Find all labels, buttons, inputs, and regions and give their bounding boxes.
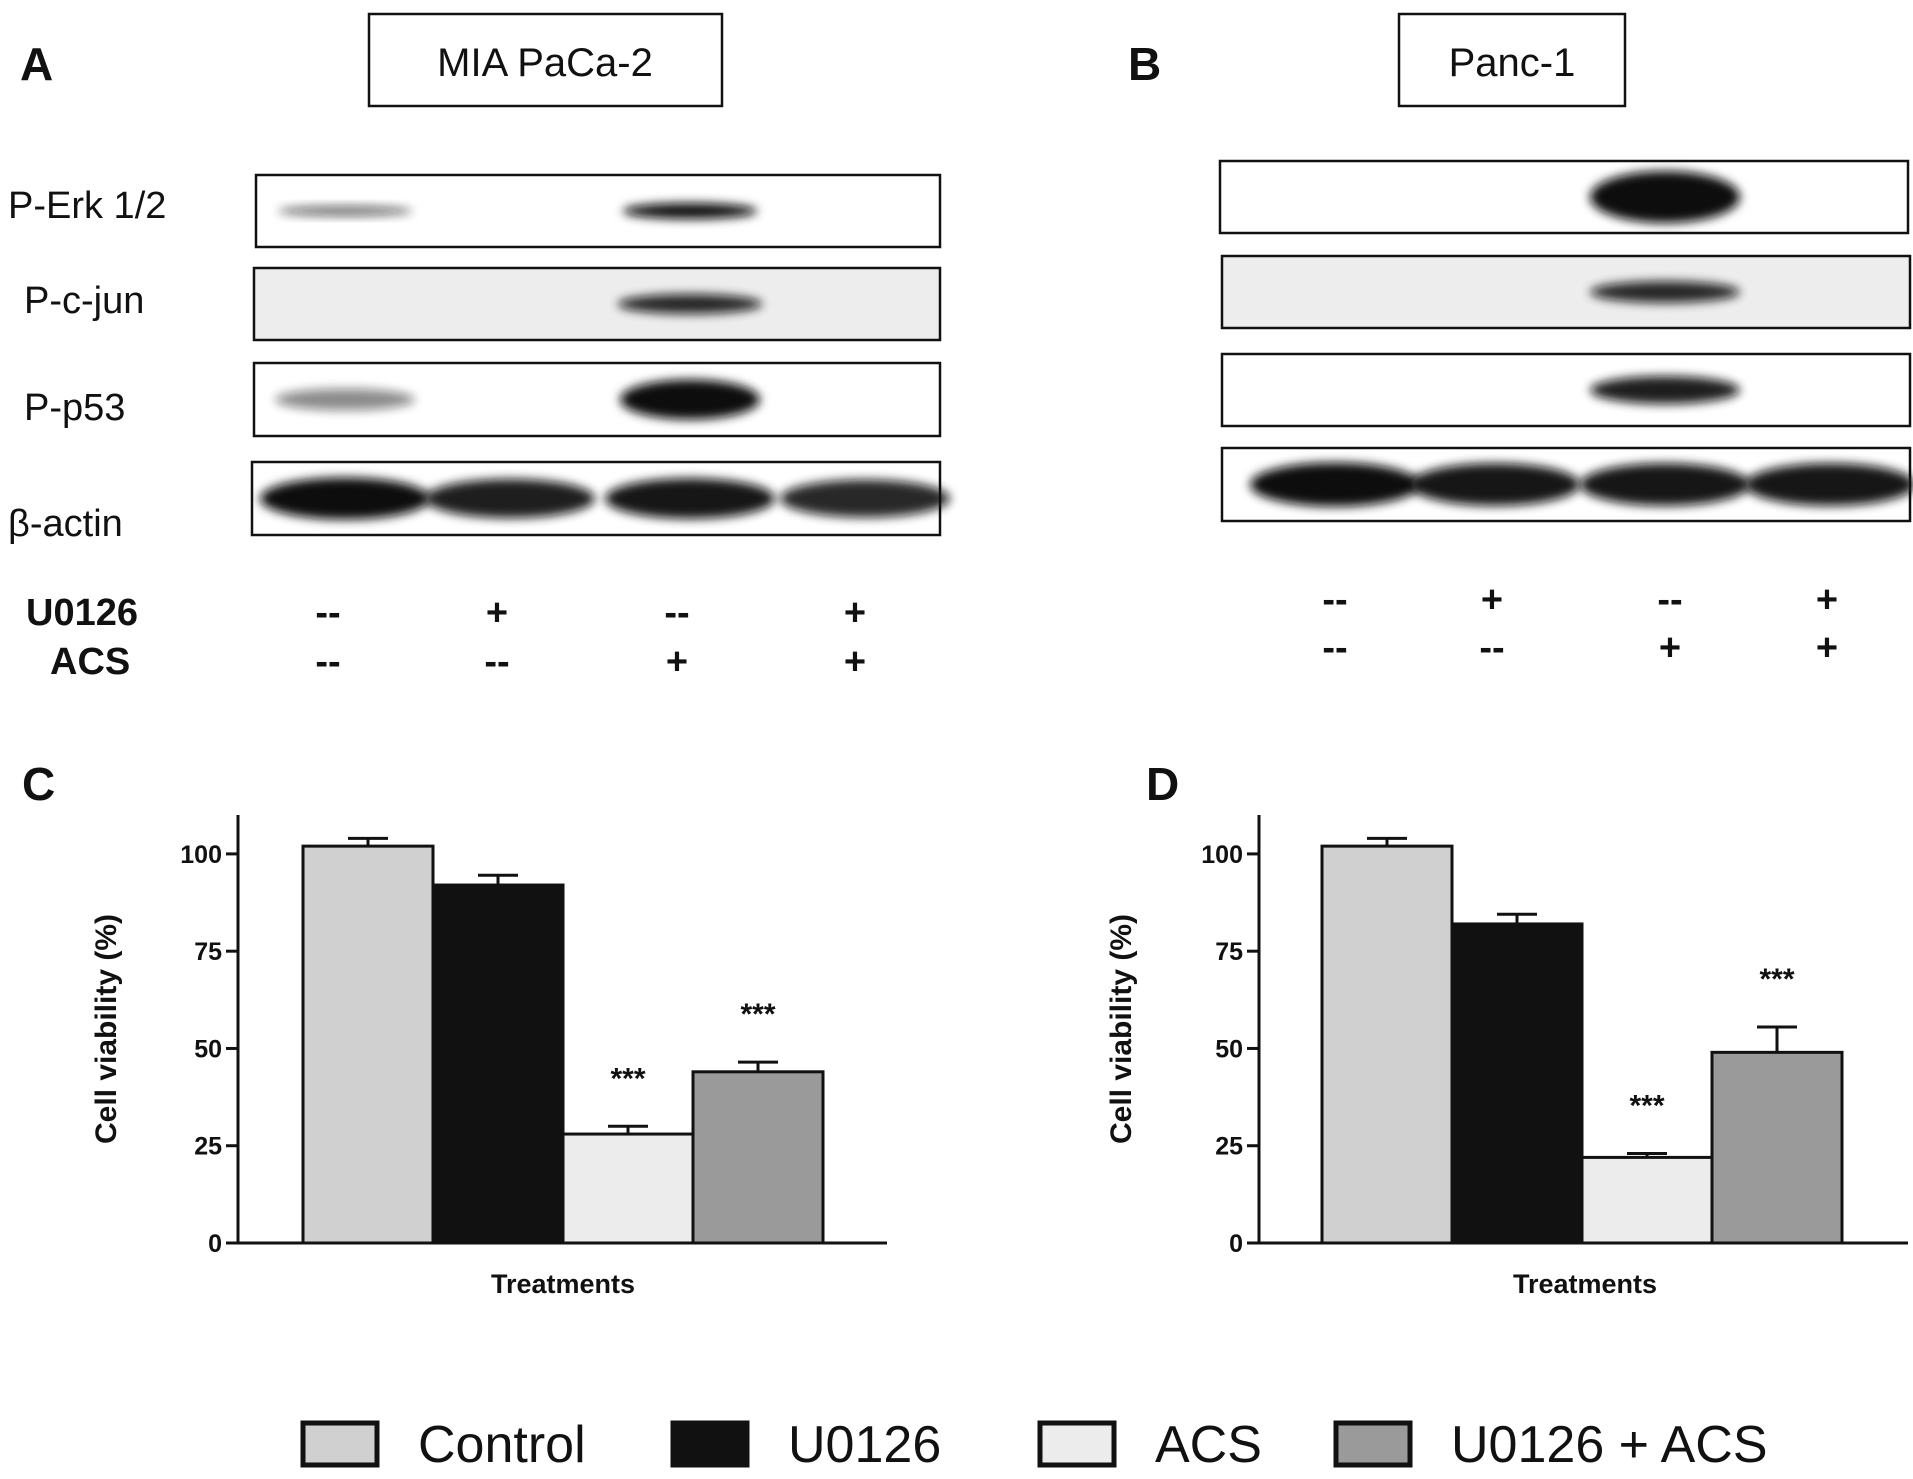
- legend-swatch-0: [300, 1420, 380, 1468]
- western-blot-panel-a: A MIA PaCa-2 P-Erk 1/2 P-c-jun P-p53 β-a…: [8, 12, 950, 683]
- significance-label-2: ***: [1629, 1090, 1664, 1123]
- bar-3: [1710, 1050, 1844, 1245]
- panel-letter-a: A: [20, 38, 53, 90]
- blot-strip-row-2: [1220, 352, 1912, 428]
- x-axis-label: Treatments: [491, 1269, 635, 1299]
- u0126-mark-1: +: [486, 592, 508, 634]
- legend-swatch-2: [1037, 1420, 1117, 1468]
- legend: Control U0126 ACS U0126 + ACS: [300, 1416, 1768, 1474]
- blot-strip-row-0: [1218, 159, 1910, 235]
- row-label-p-c-jun: P-c-jun: [24, 280, 144, 322]
- treatment-marks-a: -- + -- + -- -- + +: [315, 592, 866, 683]
- blot-band-row-3-lane-1: [1410, 463, 1580, 506]
- acs-mark-2: +: [1659, 627, 1681, 669]
- blot-strips-b: [1218, 159, 1913, 523]
- u0126-mark-0: --: [315, 592, 340, 634]
- y-tick-label-1: 25: [1215, 1133, 1243, 1161]
- panel-letter-b: B: [1128, 38, 1161, 90]
- y-tick-label-3: 75: [1215, 938, 1243, 966]
- blot-band-row-3-lane-3: [780, 479, 950, 518]
- y-axis-label: Cell viability (%): [90, 914, 123, 1144]
- y-tick-label-3: 75: [194, 938, 222, 966]
- treatment-label-u0126: U0126: [26, 592, 138, 634]
- bar-0: [301, 844, 435, 1245]
- row-label-p-erk: P-Erk 1/2: [8, 185, 166, 227]
- cell-line-label-b: Panc-1: [1449, 41, 1576, 85]
- blot-band-row-1-lane-2: [1590, 281, 1740, 303]
- cell-line-label-a: MIA PaCa-2: [437, 41, 653, 85]
- y-tick-label-4: 100: [1201, 841, 1243, 869]
- significance-label-3: ***: [740, 998, 775, 1031]
- blot-band-row-3-lane-0: [260, 477, 430, 520]
- cell-line-box-b: [1397, 12, 1627, 108]
- y-tick-label-2: 50: [1215, 1035, 1243, 1063]
- blot-band-row-3-lane-2: [1580, 463, 1750, 506]
- treatment-marks-b: -- + -- + -- -- + +: [1322, 579, 1838, 669]
- blot-strip-row-1: [252, 266, 942, 342]
- blot-strips-a: [250, 173, 950, 537]
- y-tick-label-0: 0: [208, 1230, 222, 1258]
- legend-swatch-1: [670, 1420, 750, 1468]
- panel-letter-d: D: [1146, 758, 1179, 810]
- acs-mark-3: +: [1816, 627, 1838, 669]
- y-tick-label-1: 25: [194, 1133, 222, 1161]
- u0126-mark-2: --: [664, 592, 689, 634]
- legend-swatch-3: [1333, 1420, 1413, 1468]
- blot-band-row-3-lane-2: [605, 478, 775, 519]
- y-tick-label-2: 50: [194, 1035, 222, 1063]
- blot-band-row-3-lane-3: [1745, 463, 1913, 506]
- blot-band-row-0-lane-0: [277, 205, 413, 217]
- u0126-mark-2: --: [1657, 579, 1682, 621]
- legend-label-0: Control: [418, 1416, 586, 1474]
- blot-band-row-2-lane-0: [275, 388, 415, 411]
- blot-band-row-2-lane-2: [620, 379, 760, 420]
- blot-strip-row-1: [1220, 254, 1912, 330]
- u0126-mark-3: +: [1816, 579, 1838, 621]
- bar-chart-c: 0 25 50 75 100 Cell viability (%) Treatments **…: [90, 815, 887, 1299]
- y-tick-label-0: 0: [1229, 1230, 1243, 1258]
- legend-label-3: U0126 + ACS: [1451, 1416, 1768, 1474]
- bar-0: [1320, 844, 1454, 1245]
- treatment-label-acs: ACS: [50, 641, 130, 683]
- u0126-mark-1: +: [1481, 579, 1503, 621]
- y-tick-label-4: 100: [180, 841, 222, 869]
- bar-2: [1580, 1155, 1714, 1245]
- blot-band-row-0-lane-2: [1590, 171, 1740, 223]
- u0126-mark-0: --: [1322, 579, 1347, 621]
- bar-1: [1450, 922, 1584, 1245]
- row-label-beta-actin: β-actin: [8, 503, 123, 545]
- panel-letter-c: C: [22, 758, 55, 810]
- cell-line-box-a: [367, 12, 724, 108]
- bar-chart-d: 0 25 50 75 100 Cell viability (%) Treatments **…: [1105, 815, 1908, 1299]
- blot-band-row-2-lane-2: [1590, 375, 1740, 405]
- y-axis-label: Cell viability (%): [1105, 914, 1138, 1144]
- acs-mark-1: --: [1479, 627, 1504, 669]
- blot-band-row-0-lane-2: [622, 203, 758, 219]
- legend-label-1: U0126: [788, 1416, 941, 1474]
- acs-mark-3: +: [844, 641, 866, 683]
- significance-label-3: ***: [1759, 963, 1794, 996]
- bar-1: [431, 883, 565, 1245]
- blot-band-row-3-lane-1: [425, 478, 595, 519]
- bar-3: [691, 1070, 825, 1245]
- acs-mark-0: --: [315, 641, 340, 683]
- blot-band-row-3-lane-0: [1250, 462, 1420, 507]
- acs-mark-1: --: [484, 641, 509, 683]
- bar-2: [561, 1132, 695, 1245]
- acs-mark-0: --: [1322, 627, 1347, 669]
- row-label-p-p53: P-p53: [24, 387, 125, 429]
- acs-mark-2: +: [666, 641, 688, 683]
- u0126-mark-3: +: [844, 592, 866, 634]
- significance-label-2: ***: [610, 1062, 645, 1095]
- legend-label-2: ACS: [1155, 1416, 1262, 1474]
- western-blot-panel-b: B Panc-1 -- + -- + -- -- + +: [1128, 12, 1913, 669]
- blot-band-row-1-lane-2: [617, 294, 763, 314]
- x-axis-label: Treatments: [1513, 1269, 1657, 1299]
